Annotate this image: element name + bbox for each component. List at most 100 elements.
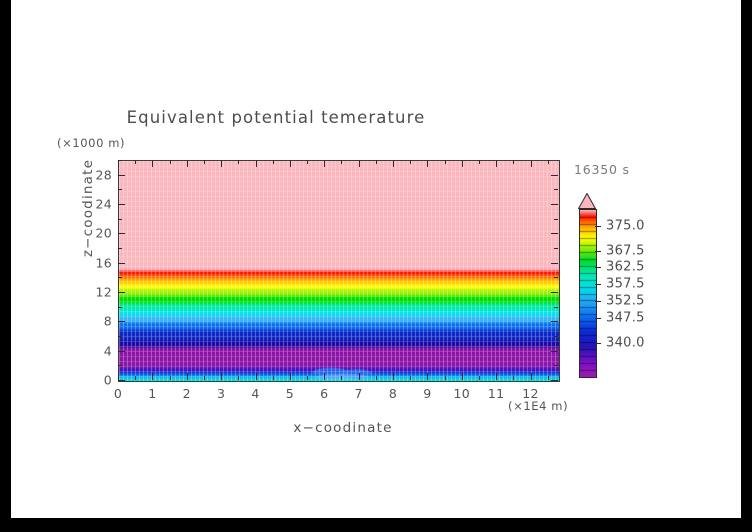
tick-x-minor-top bbox=[307, 160, 309, 164]
tick-label-x: 6 bbox=[320, 386, 329, 401]
tick-x-major bbox=[289, 373, 291, 380]
colorbar-tick-label: 367.5 bbox=[606, 243, 645, 259]
tick-x-major bbox=[530, 373, 532, 380]
tick-label-y: 16 bbox=[95, 255, 112, 271]
tick-label-x: 11 bbox=[487, 386, 505, 401]
tick-y-major bbox=[118, 204, 125, 205]
tick-y-minor bbox=[118, 189, 122, 191]
tick-x-minor-top bbox=[410, 160, 412, 164]
contour-field bbox=[119, 161, 559, 381]
plot-frame bbox=[118, 160, 560, 382]
tick-y-minor-right bbox=[554, 306, 558, 308]
tick-x-minor-top bbox=[547, 160, 549, 164]
tick-x-major-top bbox=[358, 160, 360, 167]
time-annotation: 16350 s bbox=[574, 162, 630, 177]
tick-y-minor-right bbox=[554, 218, 558, 220]
tick-y-major-right bbox=[551, 292, 558, 293]
tick-label-x: 10 bbox=[453, 386, 471, 401]
tick-x-major bbox=[393, 373, 394, 380]
tick-label-x: 8 bbox=[388, 386, 398, 401]
tick-x-major-top bbox=[530, 160, 532, 167]
tick-y-minor-right bbox=[554, 189, 558, 191]
tick-label-y: 28 bbox=[95, 167, 112, 183]
tick-label-x: 9 bbox=[423, 386, 432, 401]
tick-x-minor-top bbox=[478, 160, 480, 164]
tick-x-minor-top bbox=[272, 160, 274, 164]
tick-x-minor bbox=[203, 376, 205, 380]
tick-x-minor bbox=[513, 376, 515, 380]
x-axis-unit-label: (×1E4 m) bbox=[508, 399, 569, 413]
colorbar-over-arrow-icon bbox=[578, 193, 596, 209]
tick-y-major-right bbox=[551, 174, 558, 176]
tick-y-major-right bbox=[551, 262, 558, 264]
tick-label-x: 2 bbox=[182, 386, 191, 401]
tick-label-y: 0 bbox=[103, 372, 112, 388]
tick-y-minor-right bbox=[554, 277, 558, 279]
tick-y-major-right bbox=[551, 321, 558, 323]
tick-x-major-top bbox=[461, 160, 463, 167]
tick-x-major bbox=[496, 373, 498, 380]
colorbar: 16350 s 375.0 367.5 362.5 357.5 352.5 347.5 34… bbox=[568, 160, 728, 400]
tick-x-major-top bbox=[393, 160, 394, 167]
tick-label-x: 4 bbox=[251, 386, 260, 401]
tick-x-major-top bbox=[152, 160, 154, 167]
colorbar-tick bbox=[595, 300, 601, 302]
tick-y-minor bbox=[118, 277, 122, 279]
y-axis-unit-label: (×1000 m) bbox=[57, 136, 126, 150]
tick-x-major-top bbox=[186, 160, 188, 167]
tick-y-minor-right bbox=[554, 336, 558, 337]
tick-y-major bbox=[118, 321, 125, 323]
tick-y-major bbox=[118, 292, 125, 293]
tick-y-major-right bbox=[551, 233, 558, 235]
tick-y-major-right bbox=[551, 380, 558, 381]
tick-x-minor-top bbox=[375, 160, 377, 164]
tick-x-major bbox=[324, 373, 326, 380]
tick-x-major-top bbox=[221, 160, 223, 167]
tick-x-minor bbox=[135, 376, 137, 380]
tick-x-minor-top bbox=[135, 160, 137, 164]
tick-x-minor bbox=[238, 376, 240, 380]
tick-y-major bbox=[118, 350, 125, 352]
plot-canvas: Equivalent potential temerature (×1000 m… bbox=[11, 0, 741, 518]
tick-label-x: 12 bbox=[522, 386, 539, 401]
colorbar-tick bbox=[595, 250, 601, 252]
tick-label-x: 5 bbox=[285, 386, 295, 401]
colorbar-tick bbox=[595, 342, 601, 344]
colorbar-tick bbox=[595, 225, 601, 227]
tick-x-minor bbox=[272, 376, 274, 380]
tick-x-major-top bbox=[289, 160, 291, 167]
tick-x-major-top bbox=[255, 160, 257, 167]
tick-label-x: 1 bbox=[148, 386, 157, 401]
colorbar-tick bbox=[595, 284, 601, 286]
tick-y-minor-right bbox=[554, 248, 558, 249]
tick-y-minor bbox=[118, 306, 122, 308]
tick-x-major bbox=[118, 373, 119, 380]
tick-x-major-top bbox=[118, 160, 119, 167]
colorbar-tick-label: 347.5 bbox=[606, 310, 645, 326]
tick-y-minor bbox=[118, 160, 122, 161]
colorbar-tick-label: 340.0 bbox=[606, 335, 645, 351]
tick-label-x: 3 bbox=[216, 386, 226, 401]
tick-label-y: 4 bbox=[103, 343, 112, 359]
tick-y-major bbox=[118, 262, 125, 264]
tick-label-y: 24 bbox=[95, 196, 112, 212]
tick-y-minor bbox=[118, 248, 122, 249]
colorbar-tick bbox=[595, 317, 601, 319]
colorbar-tick-label: 352.5 bbox=[606, 293, 645, 309]
tick-x-minor bbox=[307, 376, 309, 380]
colorbar-tick-label: 375.0 bbox=[606, 218, 645, 234]
tick-x-major bbox=[461, 373, 463, 380]
tick-x-minor bbox=[375, 376, 377, 380]
tick-x-major bbox=[221, 373, 223, 380]
tick-x-major bbox=[152, 373, 154, 380]
tick-y-minor bbox=[118, 365, 122, 367]
tick-y-minor-right bbox=[554, 365, 558, 367]
tick-x-minor-top bbox=[513, 160, 515, 164]
tick-x-major bbox=[255, 373, 257, 380]
tick-x-major-top bbox=[427, 160, 429, 167]
tick-y-major bbox=[118, 174, 125, 176]
tick-y-major-right bbox=[551, 204, 558, 205]
tick-x-minor-top bbox=[444, 160, 446, 164]
tick-y-minor bbox=[118, 218, 122, 220]
